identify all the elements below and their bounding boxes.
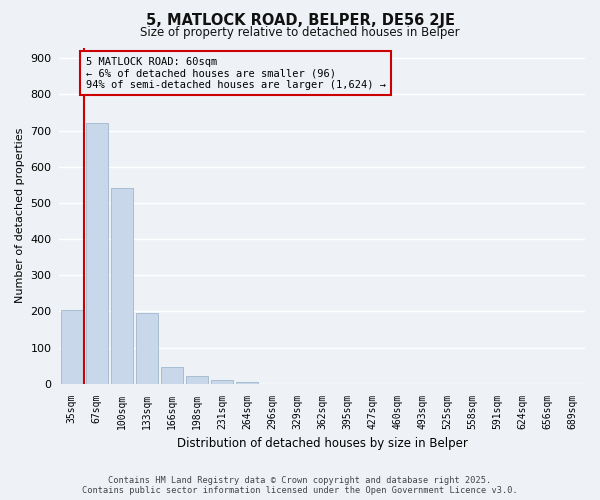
Bar <box>186 376 208 384</box>
Text: 5, MATLOCK ROAD, BELPER, DE56 2JE: 5, MATLOCK ROAD, BELPER, DE56 2JE <box>146 12 455 28</box>
Bar <box>86 124 108 384</box>
Bar <box>161 366 183 384</box>
Y-axis label: Number of detached properties: Number of detached properties <box>15 128 25 304</box>
Bar <box>211 380 233 384</box>
Text: Size of property relative to detached houses in Belper: Size of property relative to detached ho… <box>140 26 460 39</box>
X-axis label: Distribution of detached houses by size in Belper: Distribution of detached houses by size … <box>177 437 467 450</box>
Bar <box>110 188 133 384</box>
Bar <box>61 310 83 384</box>
Bar <box>236 382 259 384</box>
Text: Contains HM Land Registry data © Crown copyright and database right 2025.
Contai: Contains HM Land Registry data © Crown c… <box>82 476 518 495</box>
Text: 5 MATLOCK ROAD: 60sqm
← 6% of detached houses are smaller (96)
94% of semi-detac: 5 MATLOCK ROAD: 60sqm ← 6% of detached h… <box>86 56 386 90</box>
Bar <box>136 313 158 384</box>
